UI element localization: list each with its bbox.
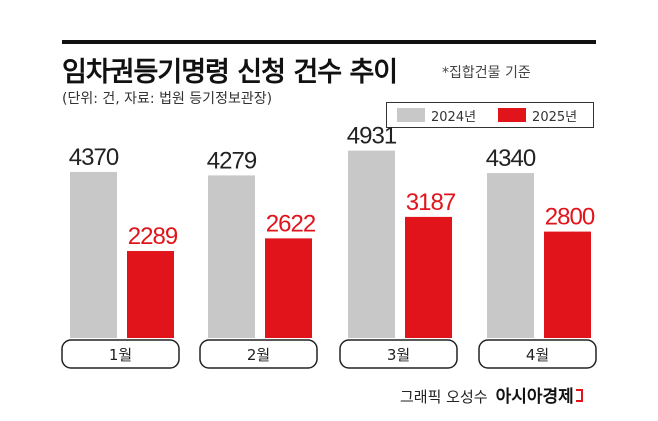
value-label-2024-3: 4931 xyxy=(347,123,397,150)
category-label-2: 2월 xyxy=(247,346,270,364)
category-label-3: 3월 xyxy=(387,346,410,364)
footer-credit: 그래픽 오성수 아시아경제 xyxy=(400,382,583,407)
category-box-1 xyxy=(61,339,180,369)
bar-2025-2 xyxy=(265,238,312,338)
graphic-credit: 그래픽 오성수 xyxy=(400,388,488,406)
category-label-1: 1월 xyxy=(109,346,132,364)
bar-2025-3 xyxy=(405,216,452,338)
legend-item-2024: 2024년 xyxy=(397,106,476,125)
unit-source-note: (단위: 건, 자료: 법원 등기정보관장) xyxy=(62,91,273,107)
legend-swatch-2024 xyxy=(397,108,425,122)
title-rule xyxy=(62,40,596,44)
chart-title: 임차권등기명령 신청 건수 추이 xyxy=(62,57,398,88)
legend: 2024년 2025년 xyxy=(386,102,594,128)
value-label-2024-1: 4370 xyxy=(69,144,119,171)
category-label-4: 4월 xyxy=(526,346,549,364)
brand-logo: 아시아경제 xyxy=(495,387,574,407)
bar-2024-1 xyxy=(70,171,117,338)
bar-2024-2 xyxy=(208,175,255,338)
bar-2024-3 xyxy=(348,150,395,338)
legend-swatch-2025 xyxy=(498,108,527,122)
bar-2025-1 xyxy=(127,251,174,338)
brand-mark-icon xyxy=(575,389,583,402)
value-label-2025-1: 2289 xyxy=(128,223,178,250)
bar-2024-4 xyxy=(487,173,534,338)
legend-label-2025: 2025년 xyxy=(532,109,578,125)
category-box-3 xyxy=(339,339,458,369)
legend-item-2025: 2025년 xyxy=(498,106,577,125)
chart-note: *집합건물 기준 xyxy=(442,65,531,81)
category-box-2 xyxy=(199,339,318,369)
value-label-2024-2: 4279 xyxy=(207,147,257,174)
value-label-2025-2: 2622 xyxy=(266,210,316,237)
legend-label-2024: 2024년 xyxy=(431,109,477,125)
value-label-2024-4: 4340 xyxy=(486,145,536,172)
bar-2025-4 xyxy=(544,231,591,338)
value-label-2025-4: 2800 xyxy=(545,204,595,231)
value-label-2025-3: 3187 xyxy=(406,189,456,216)
category-box-4 xyxy=(478,339,597,369)
